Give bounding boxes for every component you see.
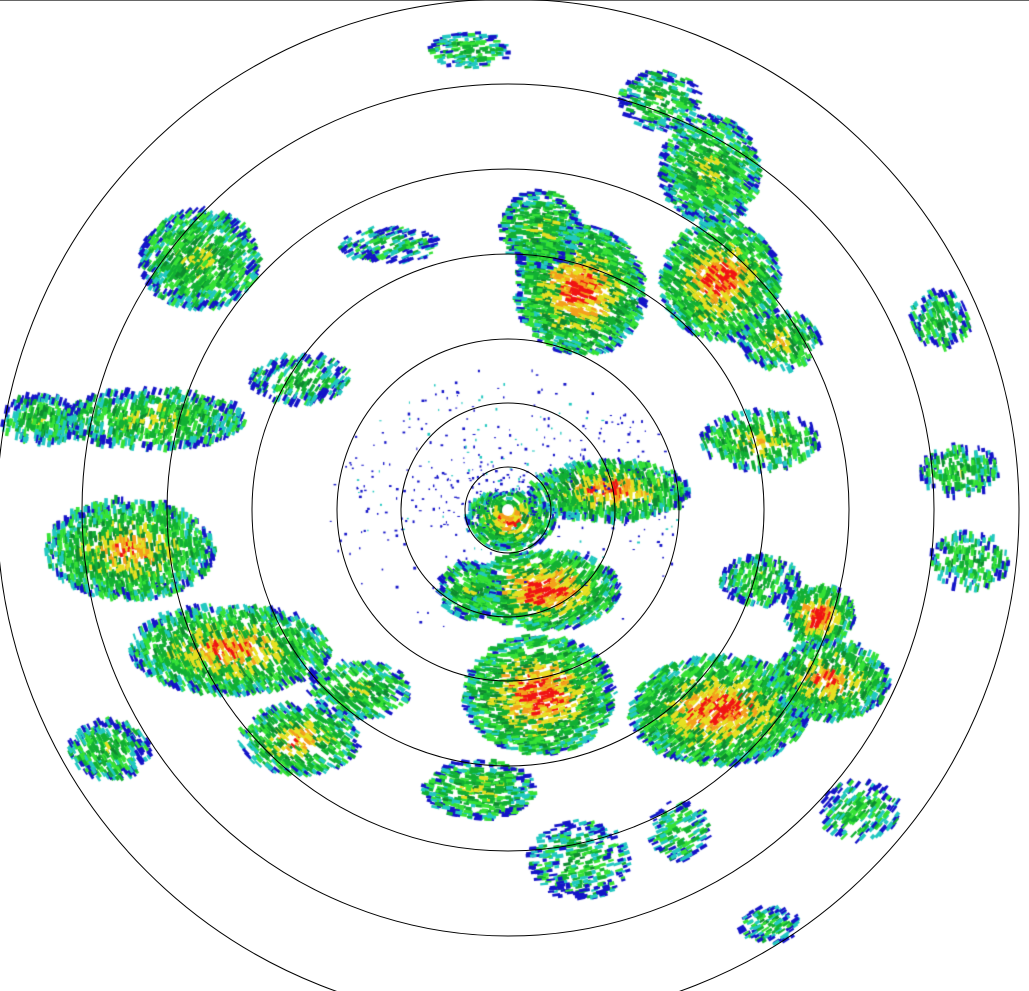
range-ring-3: [336, 338, 680, 682]
range-ring-6: [81, 83, 935, 937]
range-ring-4: [251, 253, 765, 767]
range-ring-2: [400, 402, 616, 618]
range-ring-5: [166, 168, 850, 852]
range-ring-1: [464, 466, 552, 554]
